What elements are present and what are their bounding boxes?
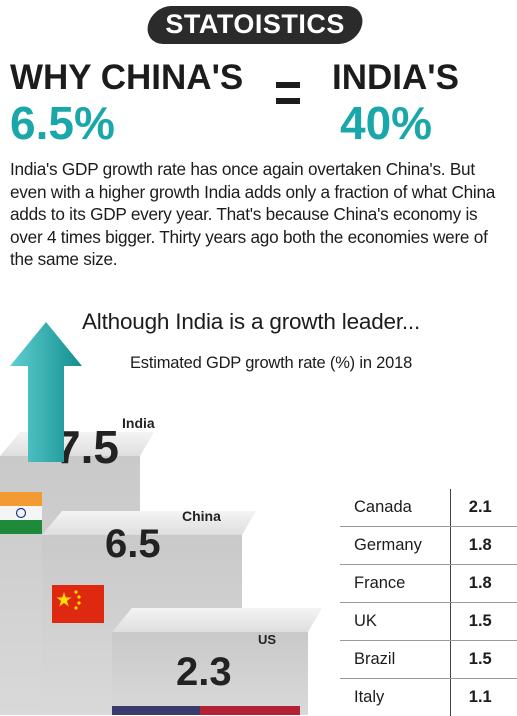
growth-value: 1.5 <box>450 603 517 641</box>
growth-value: 1.8 <box>450 565 517 603</box>
country-name: Canada <box>340 489 450 527</box>
step-value-china: 6.5 <box>105 522 161 566</box>
growth-value: 1.1 <box>450 679 517 716</box>
us-flag-icon <box>112 706 300 715</box>
step-label-china: China <box>182 508 221 524</box>
step-value-india: 7.5 <box>55 421 119 473</box>
country-name: France <box>340 565 450 603</box>
step-value-us: 2.3 <box>176 650 232 694</box>
country-name: Brazil <box>340 641 450 679</box>
country-name: UK <box>340 603 450 641</box>
step-top-us <box>112 608 322 632</box>
india-flag-icon <box>0 492 42 534</box>
growth-value: 2.1 <box>450 489 517 527</box>
growth-value: 1.8 <box>450 527 517 565</box>
china-flag-icon <box>52 585 104 623</box>
step-label-us: US <box>258 632 276 647</box>
country-name: Italy <box>340 679 450 716</box>
growth-value: 1.5 <box>450 641 517 679</box>
country-name: Germany <box>340 527 450 565</box>
step-label-india: India <box>122 415 155 431</box>
